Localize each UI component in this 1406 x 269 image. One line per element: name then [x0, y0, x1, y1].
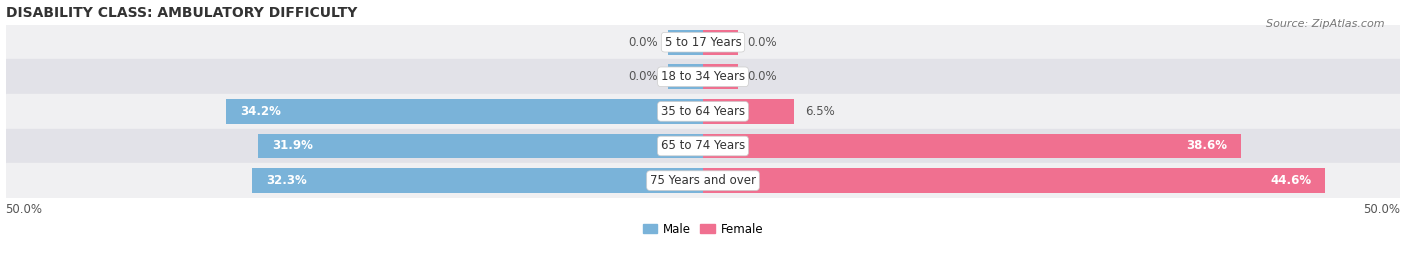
- Bar: [668, 30, 703, 55]
- Text: 31.9%: 31.9%: [271, 140, 314, 153]
- Bar: [226, 99, 703, 124]
- Text: 50.0%: 50.0%: [1364, 203, 1400, 216]
- Bar: [703, 168, 1324, 193]
- Bar: [6, 59, 1400, 94]
- Bar: [6, 94, 1400, 129]
- Bar: [668, 64, 703, 89]
- Text: Source: ZipAtlas.com: Source: ZipAtlas.com: [1267, 19, 1385, 29]
- Text: 0.0%: 0.0%: [748, 70, 778, 83]
- Bar: [6, 163, 1400, 198]
- Bar: [703, 133, 1241, 158]
- Text: 18 to 34 Years: 18 to 34 Years: [661, 70, 745, 83]
- Bar: [259, 133, 703, 158]
- Text: 5 to 17 Years: 5 to 17 Years: [665, 36, 741, 49]
- Bar: [6, 25, 1400, 59]
- Text: 75 Years and over: 75 Years and over: [650, 174, 756, 187]
- Bar: [6, 129, 1400, 163]
- Text: DISABILITY CLASS: AMBULATORY DIFFICULTY: DISABILITY CLASS: AMBULATORY DIFFICULTY: [6, 6, 357, 20]
- Text: 50.0%: 50.0%: [6, 203, 42, 216]
- Text: 44.6%: 44.6%: [1270, 174, 1312, 187]
- Text: 38.6%: 38.6%: [1187, 140, 1227, 153]
- Legend: Male, Female: Male, Female: [638, 218, 768, 240]
- Text: 0.0%: 0.0%: [628, 36, 658, 49]
- Text: 0.0%: 0.0%: [748, 36, 778, 49]
- Bar: [703, 64, 738, 89]
- Text: 32.3%: 32.3%: [266, 174, 307, 187]
- Bar: [703, 99, 793, 124]
- Text: 34.2%: 34.2%: [240, 105, 281, 118]
- Bar: [703, 30, 738, 55]
- Text: 35 to 64 Years: 35 to 64 Years: [661, 105, 745, 118]
- Bar: [253, 168, 703, 193]
- Text: 65 to 74 Years: 65 to 74 Years: [661, 140, 745, 153]
- Text: 6.5%: 6.5%: [804, 105, 835, 118]
- Text: 0.0%: 0.0%: [628, 70, 658, 83]
